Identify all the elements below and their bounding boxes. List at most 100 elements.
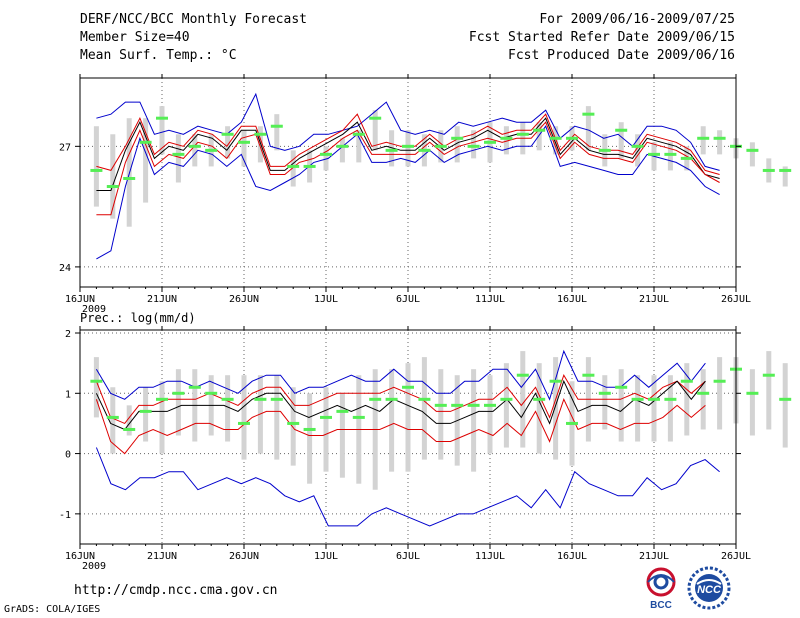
temp-x-label: 26JUN (229, 294, 259, 305)
prec-box (126, 405, 132, 436)
prec-y-label: 2 (65, 329, 71, 340)
temp-panel (75, 74, 792, 292)
prec-median-mark (221, 397, 234, 401)
prec-box (110, 387, 116, 454)
prec-median-mark (418, 397, 431, 401)
prec-box (307, 393, 313, 484)
prec-box (389, 369, 395, 472)
temp-x-label: 21JUL (639, 294, 669, 305)
temp-median-mark (90, 168, 103, 172)
prec-median-mark (385, 397, 398, 401)
temp-box (290, 150, 296, 187)
prec-median-mark (254, 397, 267, 401)
prec-line-max (95, 349, 706, 401)
temp-median-mark (779, 168, 792, 172)
temp-line-max (96, 92, 720, 171)
prec-box (225, 375, 231, 442)
prec-median-mark (188, 385, 201, 389)
prec-median-mark (139, 409, 152, 413)
footer-credit: GrADS: COLA/IGES (4, 604, 101, 615)
prec-box (667, 375, 673, 442)
prec-median-mark (287, 421, 300, 425)
footer-url[interactable]: http://cmdp.ncc.cma.gov.cn (74, 583, 278, 598)
prec-line-upper_pct (95, 374, 706, 425)
temp-box (274, 114, 280, 151)
prec-box (143, 387, 149, 442)
temp-median-mark (205, 148, 218, 152)
prec-median-mark (156, 397, 168, 401)
temp-line-mean (96, 117, 720, 191)
temp-box (471, 130, 477, 159)
prec-median-mark (172, 391, 185, 395)
temp-x-label: 11JUL (475, 294, 505, 305)
prec-median-mark (320, 415, 332, 419)
temp-median-mark (287, 164, 300, 168)
prec-y-label: 1 (65, 389, 71, 400)
prec-x-label: 6JUL (396, 551, 420, 562)
temp-box (356, 130, 362, 163)
prec-median-mark (369, 397, 382, 401)
prec-box (618, 369, 624, 442)
temp-box (159, 106, 165, 155)
temp-box (175, 134, 181, 183)
prec-box (93, 357, 99, 418)
prec-median-mark (500, 397, 513, 401)
prec-box (651, 375, 657, 442)
temp-median-mark (713, 136, 726, 140)
prec-median-mark (336, 409, 349, 413)
prec-box (405, 363, 411, 472)
temp-box (339, 138, 345, 163)
prec-box (241, 375, 247, 460)
temp-median-mark (221, 132, 234, 136)
prec-box (487, 375, 493, 454)
temp-box (585, 106, 591, 151)
ncc-logo: NCC (687, 566, 731, 610)
prec-line-lower_pct (95, 397, 706, 455)
prec-box (471, 369, 477, 472)
temp-median-mark (238, 140, 250, 144)
temp-median-mark (549, 136, 562, 140)
prec-panel (75, 326, 792, 549)
prec-median-mark (451, 403, 464, 407)
temp-box (225, 126, 231, 159)
prec-median-mark (746, 391, 759, 395)
temp-box (749, 142, 755, 167)
prec-box (717, 357, 723, 430)
temp-median-mark (139, 140, 152, 144)
temp-x-label: 16JUN (65, 294, 95, 305)
prec-median-mark (516, 373, 529, 377)
temp-median-mark (303, 164, 316, 168)
temp-box (389, 130, 395, 167)
temp-median-mark (697, 136, 710, 140)
prec-box (766, 351, 772, 430)
prec-median-mark (106, 415, 119, 419)
temp-box (635, 134, 641, 167)
temp-box (782, 166, 788, 187)
prec-box (602, 375, 608, 430)
prec-median-mark (484, 403, 496, 407)
prec-median-mark (680, 379, 693, 383)
prec-median-mark (123, 427, 136, 431)
prec-median-mark (467, 403, 480, 407)
temp-median-mark (352, 132, 365, 136)
prec-year-label: 2009 (82, 561, 106, 572)
prec-box (159, 381, 165, 454)
temp-line-lower_pct (96, 121, 720, 216)
prec-x-label: 26JUN (229, 551, 259, 562)
temp-x-label: 21JUN (147, 294, 177, 305)
temp-box (717, 130, 723, 155)
prec-median-mark (90, 379, 103, 383)
temp-box (405, 130, 411, 167)
temp-median-mark (500, 136, 513, 140)
temp-year-label: 2009 (82, 304, 106, 315)
temp-box (503, 126, 509, 155)
temp-median-mark (615, 128, 628, 132)
temp-box (241, 130, 247, 167)
prec-median-mark (648, 397, 660, 401)
prec-median-mark (402, 385, 414, 389)
temp-median-mark (631, 144, 644, 148)
header-period: For 2009/06/16-2009/07/25 (539, 12, 735, 27)
temp-box (454, 126, 460, 163)
prec-box (536, 363, 542, 454)
